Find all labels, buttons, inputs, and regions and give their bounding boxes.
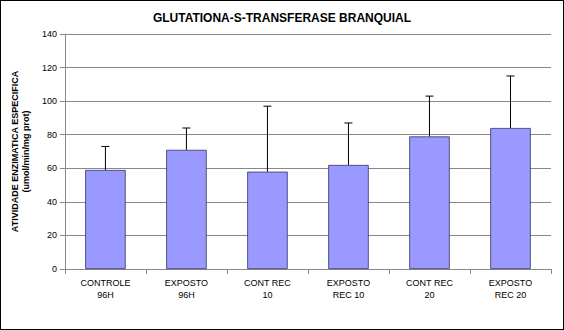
svg-text:EXPOSTO: EXPOSTO bbox=[327, 278, 370, 288]
svg-text:20: 20 bbox=[47, 230, 57, 240]
svg-text:EXPOSTO: EXPOSTO bbox=[489, 278, 532, 288]
svg-text:10: 10 bbox=[262, 290, 272, 300]
svg-text:120: 120 bbox=[42, 63, 57, 73]
svg-text:ATIVIDADE ENZIMATICA ESPECIFIC: ATIVIDADE ENZIMATICA ESPECIFICA bbox=[10, 70, 20, 232]
svg-text:140: 140 bbox=[42, 29, 57, 39]
svg-text:CONTROLE: CONTROLE bbox=[80, 278, 130, 288]
svg-text:96H: 96H bbox=[97, 290, 114, 300]
svg-text:20: 20 bbox=[424, 290, 434, 300]
svg-text:GLUTATIONA-S-TRANSFERASE BRANQ: GLUTATIONA-S-TRANSFERASE BRANQUIAL bbox=[153, 11, 411, 25]
svg-text:REC 10: REC 10 bbox=[333, 290, 365, 300]
svg-text:40: 40 bbox=[47, 197, 57, 207]
svg-text:0: 0 bbox=[52, 264, 57, 274]
svg-text:(umol/min/mg prot): (umol/min/mg prot) bbox=[21, 111, 31, 193]
svg-text:CONT REC: CONT REC bbox=[244, 278, 291, 288]
svg-text:100: 100 bbox=[42, 96, 57, 106]
svg-text:REC 20: REC 20 bbox=[495, 290, 527, 300]
svg-text:96H: 96H bbox=[178, 290, 195, 300]
svg-text:60: 60 bbox=[47, 163, 57, 173]
svg-text:80: 80 bbox=[47, 130, 57, 140]
svg-text:CONT REC: CONT REC bbox=[406, 278, 453, 288]
svg-text:EXPOSTO: EXPOSTO bbox=[165, 278, 208, 288]
